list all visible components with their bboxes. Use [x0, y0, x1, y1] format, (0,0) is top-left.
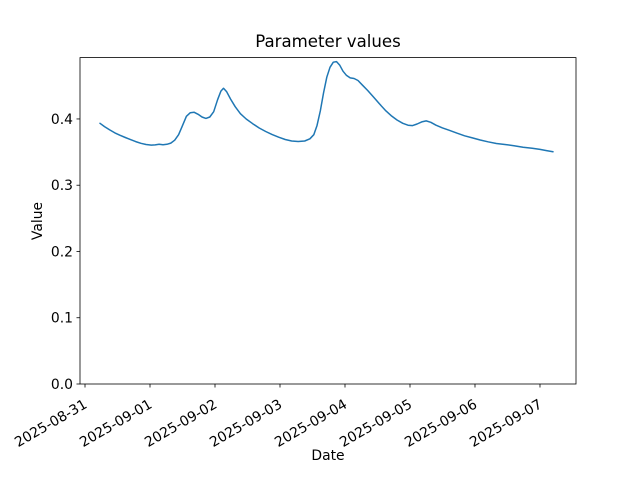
- y-tick-label: 0.2: [51, 244, 73, 260]
- x-tick-label: 2025-08-31: [12, 397, 90, 451]
- y-tick-label: 0.3: [51, 178, 73, 194]
- x-tick-label: 2025-09-06: [402, 397, 480, 451]
- y-tick-label: 0.1: [51, 311, 73, 327]
- x-axis-ticks: 2025-08-312025-09-012025-09-022025-09-03…: [12, 384, 545, 451]
- y-tick-label: 0.0: [51, 377, 73, 393]
- chart-title: Parameter values: [255, 32, 401, 51]
- series-line: [99, 60, 554, 153]
- x-tick-label: 2025-09-03: [207, 397, 285, 451]
- x-tick-label: 2025-09-04: [272, 397, 350, 451]
- x-tick-label: 2025-09-05: [337, 397, 415, 451]
- x-tick-label: 2025-09-02: [142, 397, 220, 451]
- y-tick-label: 0.4: [51, 112, 73, 128]
- y-axis-ticks: 0.0 0.1 0.2 0.3 0.4: [51, 112, 80, 393]
- y-axis-label: Value: [30, 202, 46, 240]
- x-tick-label: 2025-09-07: [467, 397, 545, 451]
- x-tick-label: 2025-09-01: [77, 397, 155, 451]
- x-axis-label: Date: [311, 448, 344, 464]
- plot-border: [79, 57, 577, 385]
